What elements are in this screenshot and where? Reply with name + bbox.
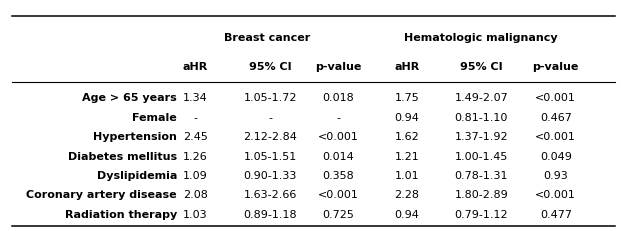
Text: Radiation therapy: Radiation therapy: [65, 210, 177, 220]
Text: 0.725: 0.725: [322, 210, 355, 220]
Text: 1.80-2.89: 1.80-2.89: [455, 190, 508, 200]
Text: 1.09: 1.09: [183, 171, 208, 181]
Text: <0.001: <0.001: [318, 190, 359, 200]
Text: Dyslipidemia: Dyslipidemia: [97, 171, 177, 181]
Text: p-value: p-value: [315, 62, 361, 72]
Text: 0.049: 0.049: [540, 152, 572, 161]
Text: -: -: [194, 113, 197, 123]
Text: 1.34: 1.34: [183, 93, 208, 103]
Text: Hematologic malignancy: Hematologic malignancy: [404, 33, 558, 43]
Text: 0.89-1.18: 0.89-1.18: [243, 210, 297, 220]
Text: Diabetes mellitus: Diabetes mellitus: [68, 152, 177, 161]
Text: Breast cancer: Breast cancer: [224, 33, 310, 43]
Text: 0.90-1.33: 0.90-1.33: [243, 171, 297, 181]
Text: <0.001: <0.001: [535, 132, 576, 142]
Text: 0.93: 0.93: [543, 171, 568, 181]
Text: Coronary artery disease: Coronary artery disease: [26, 190, 177, 200]
Text: 95% CI: 95% CI: [249, 62, 291, 72]
Text: aHR: aHR: [183, 62, 208, 72]
Text: 2.45: 2.45: [183, 132, 208, 142]
Text: 95% CI: 95% CI: [460, 62, 502, 72]
Text: Hypertension: Hypertension: [93, 132, 177, 142]
Text: 1.62: 1.62: [394, 132, 419, 142]
Text: <0.001: <0.001: [535, 190, 576, 200]
Text: Female: Female: [132, 113, 177, 123]
Text: p-value: p-value: [533, 62, 579, 72]
Text: 0.94: 0.94: [394, 210, 419, 220]
Text: -: -: [337, 113, 340, 123]
Text: 2.28: 2.28: [394, 190, 419, 200]
Text: 1.26: 1.26: [183, 152, 208, 161]
Text: 1.03: 1.03: [183, 210, 208, 220]
Text: 2.08: 2.08: [183, 190, 208, 200]
Text: 1.05-1.51: 1.05-1.51: [243, 152, 297, 161]
Text: <0.001: <0.001: [535, 93, 576, 103]
Text: 0.477: 0.477: [540, 210, 572, 220]
Text: 1.49-2.07: 1.49-2.07: [455, 93, 508, 103]
Text: 1.00-1.45: 1.00-1.45: [455, 152, 508, 161]
Text: 0.014: 0.014: [322, 152, 355, 161]
Text: aHR: aHR: [394, 62, 419, 72]
Text: 0.018: 0.018: [322, 93, 355, 103]
Text: 1.37-1.92: 1.37-1.92: [455, 132, 508, 142]
Text: 1.21: 1.21: [394, 152, 419, 161]
Text: 0.78-1.31: 0.78-1.31: [455, 171, 508, 181]
Text: 1.75: 1.75: [394, 93, 419, 103]
Text: 1.05-1.72: 1.05-1.72: [243, 93, 297, 103]
Text: 0.79-1.12: 0.79-1.12: [455, 210, 508, 220]
Text: <0.001: <0.001: [318, 132, 359, 142]
Text: 0.467: 0.467: [540, 113, 572, 123]
Text: 1.63-2.66: 1.63-2.66: [243, 190, 297, 200]
Text: 0.81-1.10: 0.81-1.10: [455, 113, 508, 123]
Text: 1.01: 1.01: [394, 171, 419, 181]
Text: 2.12-2.84: 2.12-2.84: [243, 132, 297, 142]
Text: 0.358: 0.358: [322, 171, 355, 181]
Text: 0.94: 0.94: [394, 113, 419, 123]
Text: Age > 65 years: Age > 65 years: [82, 93, 177, 103]
Text: -: -: [268, 113, 272, 123]
